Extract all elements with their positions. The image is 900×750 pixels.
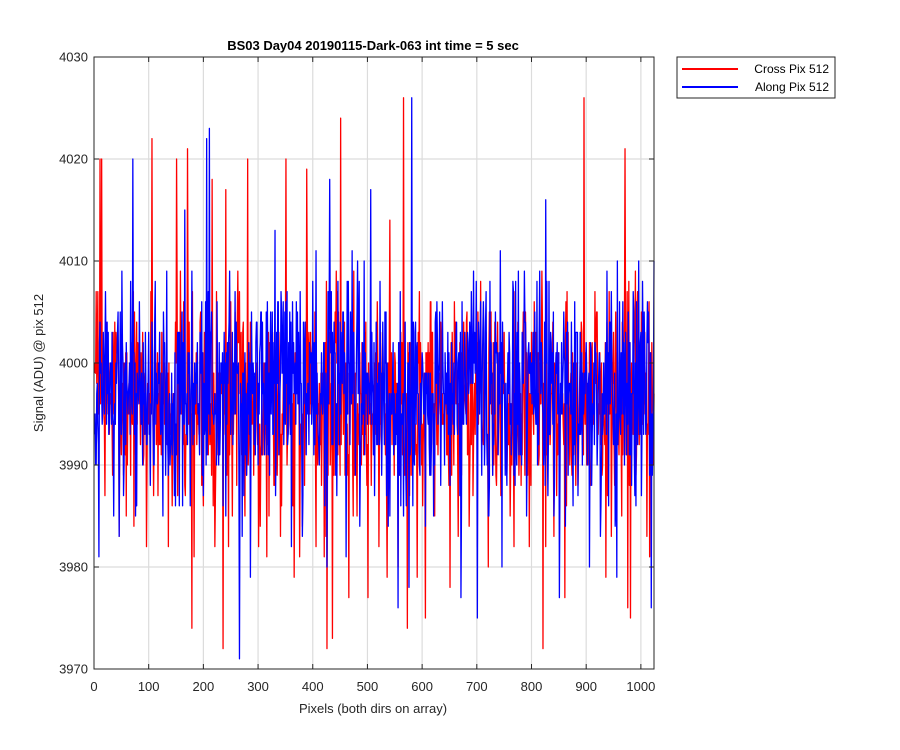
- series-lines: [93, 97, 655, 660]
- x-tick-label: 1000: [626, 679, 655, 694]
- y-axis-label: Signal (ADU) @ pix 512: [31, 294, 46, 432]
- x-tick-label: 0: [90, 679, 97, 694]
- x-tick-label: 600: [411, 679, 433, 694]
- legend: Cross Pix 512 Along Pix 512: [676, 56, 836, 99]
- chart-title: BS03 Day04 20190115-Dark-063 int time = …: [227, 38, 519, 53]
- x-tick-label: 400: [302, 679, 324, 694]
- x-tick-label: 900: [575, 679, 597, 694]
- ticks: [93, 56, 654, 670]
- y-tick-label: 4030: [59, 50, 88, 65]
- tick-labels: 0 100 200 300 400 500 600 700 800 900 1000 3970 3980…: [59, 50, 655, 695]
- y-tick-label: 4000: [59, 356, 88, 371]
- y-tick-label: 4020: [59, 152, 88, 167]
- x-tick-label: 100: [138, 679, 160, 694]
- x-tick-label: 700: [466, 679, 488, 694]
- x-tick-label: 200: [193, 679, 215, 694]
- y-tick-label: 3980: [59, 560, 88, 575]
- x-axis-label: Pixels (both dirs on array): [299, 701, 447, 716]
- legend-label-along: Along Pix 512: [755, 80, 829, 94]
- y-tick-label: 3970: [59, 662, 88, 677]
- series-line-1: [93, 97, 655, 660]
- legend-box: [676, 56, 836, 99]
- x-tick-label: 500: [357, 679, 379, 694]
- x-tick-label: 800: [521, 679, 543, 694]
- x-tick-label: 300: [247, 679, 269, 694]
- y-tick-label: 3990: [59, 458, 88, 473]
- y-tick-label: 4010: [59, 254, 88, 269]
- legend-label-cross: Cross Pix 512: [754, 62, 829, 76]
